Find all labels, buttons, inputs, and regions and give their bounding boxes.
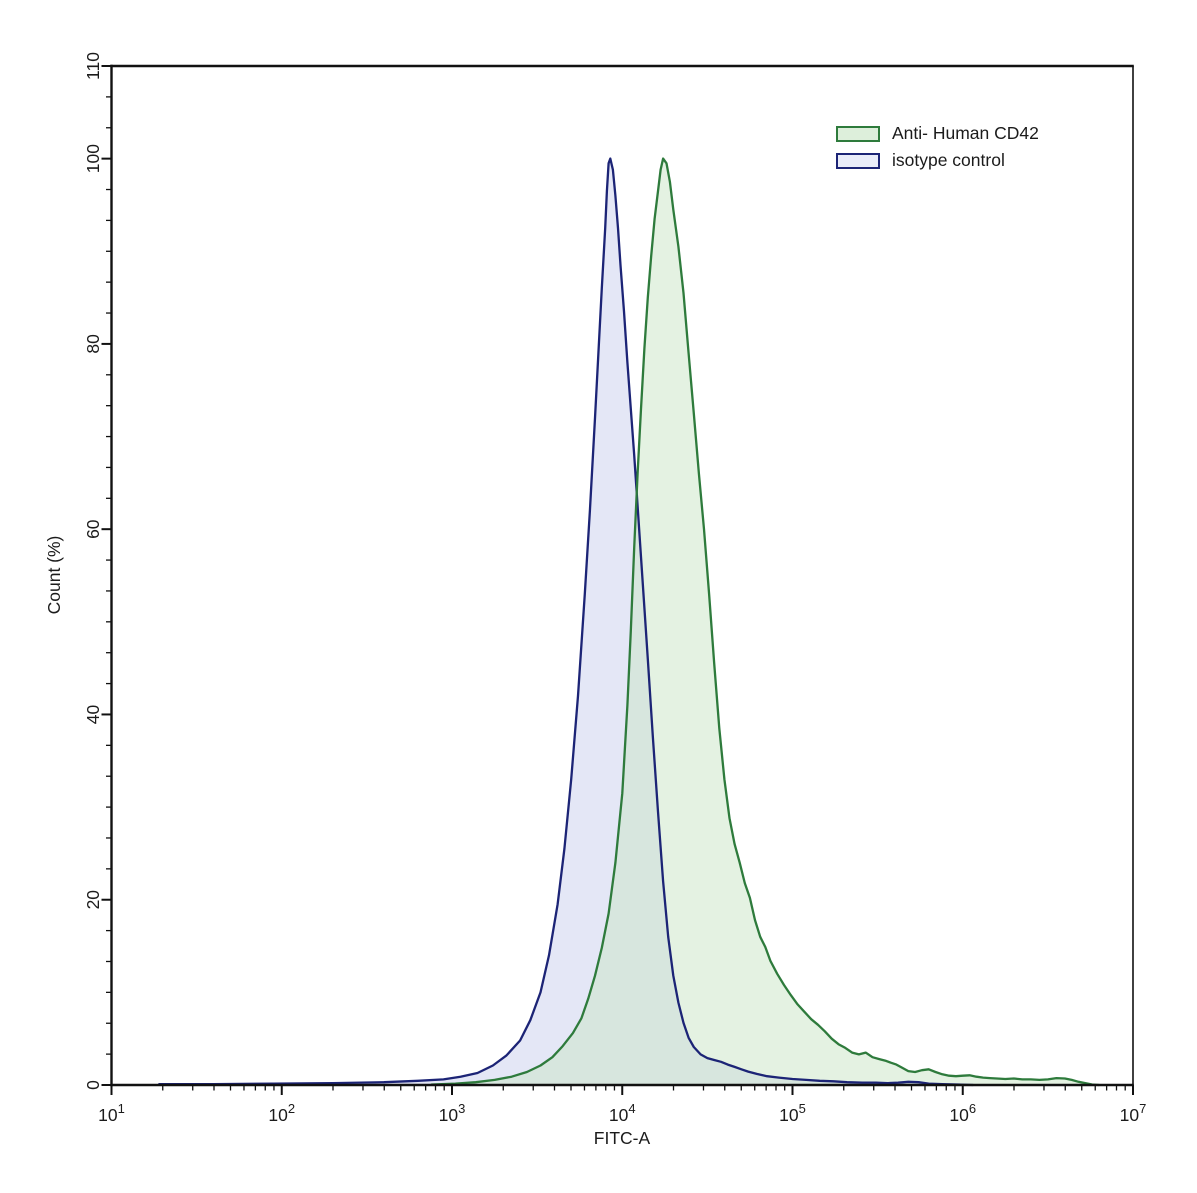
x-axis-ticks xyxy=(110,1085,1134,1095)
x-tick-label-10e7: 107 xyxy=(1120,1101,1147,1125)
series-fill-isotype-control xyxy=(159,158,973,1086)
series-curve-isotype-control xyxy=(158,157,975,1087)
y-axis-tick-labels: 0 20 40 60 80 100 110 xyxy=(83,52,103,1090)
x-tick-label-10e6: 106 xyxy=(949,1101,976,1125)
legend-label-anti-human-cd42: Anti- Human CD42 xyxy=(892,123,1039,143)
legend-label-isotype-control: isotype control xyxy=(892,150,1005,170)
legend: Anti- Human CD42 isotype control xyxy=(836,120,1039,174)
legend-swatch-green xyxy=(836,125,880,142)
series-fills xyxy=(159,158,1099,1086)
y-tick-label-60: 60 xyxy=(83,519,103,539)
y-tick-label-40: 40 xyxy=(83,705,103,725)
x-tick-label-10e1: 101 xyxy=(98,1101,125,1125)
y-tick-label-100: 100 xyxy=(83,144,103,173)
x-tick-label-10e5: 105 xyxy=(779,1101,806,1125)
series-strokes xyxy=(158,157,1101,1087)
y-tick-label-110: 110 xyxy=(83,52,103,80)
x-tick-label-10e3: 103 xyxy=(439,1101,466,1125)
y-tick-label-80: 80 xyxy=(83,334,103,354)
legend-swatch-blue xyxy=(836,152,880,169)
x-axis-title: FITC-A xyxy=(594,1128,651,1148)
y-axis-ticks xyxy=(101,65,112,1086)
y-tick-label-0: 0 xyxy=(83,1080,103,1090)
legend-item-isotype-control: isotype control xyxy=(836,147,1039,174)
y-axis-title: Count (%) xyxy=(44,536,64,615)
x-tick-label-10e4: 104 xyxy=(609,1101,636,1125)
series-curve-anti-human-cd42 xyxy=(430,157,1101,1087)
y-tick-label-20: 20 xyxy=(83,890,103,910)
x-tick-label-10e2: 102 xyxy=(268,1101,295,1125)
legend-item-anti-human-cd42: Anti- Human CD42 xyxy=(836,120,1039,147)
x-axis-tick-labels: 101 102 103 104 105 106 107 xyxy=(98,1101,1146,1125)
